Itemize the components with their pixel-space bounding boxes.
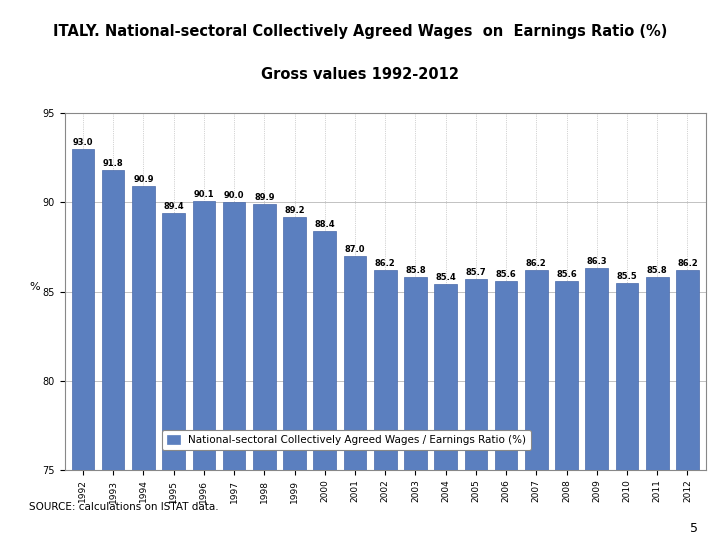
- Bar: [253, 204, 276, 540]
- Bar: [464, 279, 487, 540]
- Y-axis label: %: %: [29, 281, 40, 292]
- Bar: [676, 270, 699, 540]
- Legend: National-sectoral Collectively Agreed Wages / Earnings Ratio (%): National-sectoral Collectively Agreed Wa…: [162, 430, 531, 450]
- Text: 5: 5: [690, 522, 698, 535]
- Text: Gross values 1992-2012: Gross values 1992-2012: [261, 68, 459, 83]
- Bar: [102, 171, 125, 540]
- Bar: [404, 278, 427, 540]
- Bar: [71, 149, 94, 540]
- Text: 90.1: 90.1: [194, 190, 214, 199]
- Text: ITALY. National-sectoral Collectively Agreed Wages  on  Earnings Ratio (%): ITALY. National-sectoral Collectively Ag…: [53, 24, 667, 39]
- Bar: [283, 217, 306, 540]
- Bar: [313, 231, 336, 540]
- Text: 91.8: 91.8: [103, 159, 123, 168]
- Text: 89.2: 89.2: [284, 206, 305, 214]
- Text: 88.4: 88.4: [315, 220, 335, 229]
- Text: 85.8: 85.8: [405, 266, 426, 275]
- Bar: [343, 256, 366, 540]
- Text: 85.5: 85.5: [616, 272, 637, 281]
- Bar: [162, 213, 185, 540]
- Text: 89.9: 89.9: [254, 193, 274, 202]
- Text: 86.3: 86.3: [587, 257, 607, 266]
- Bar: [222, 202, 246, 540]
- Bar: [525, 270, 548, 540]
- Text: 86.2: 86.2: [677, 259, 698, 268]
- Bar: [585, 268, 608, 540]
- Bar: [132, 186, 155, 540]
- Bar: [555, 281, 578, 540]
- Text: 85.4: 85.4: [436, 273, 456, 282]
- Text: 85.8: 85.8: [647, 266, 667, 275]
- Text: 86.2: 86.2: [375, 259, 395, 268]
- Text: 90.9: 90.9: [133, 176, 153, 184]
- Bar: [495, 281, 518, 540]
- Text: 90.0: 90.0: [224, 191, 244, 200]
- Bar: [616, 282, 639, 540]
- Text: 85.6: 85.6: [496, 270, 516, 279]
- Text: 89.4: 89.4: [163, 202, 184, 211]
- Bar: [434, 285, 457, 540]
- Bar: [374, 270, 397, 540]
- Bar: [192, 201, 215, 540]
- Text: 87.0: 87.0: [345, 245, 365, 254]
- Text: 85.6: 85.6: [556, 270, 577, 279]
- Text: 93.0: 93.0: [73, 138, 93, 147]
- Bar: [646, 278, 669, 540]
- Text: 86.2: 86.2: [526, 259, 546, 268]
- Text: 85.7: 85.7: [466, 268, 486, 277]
- Text: SOURCE: calculations on ISTAT data.: SOURCE: calculations on ISTAT data.: [29, 502, 218, 512]
